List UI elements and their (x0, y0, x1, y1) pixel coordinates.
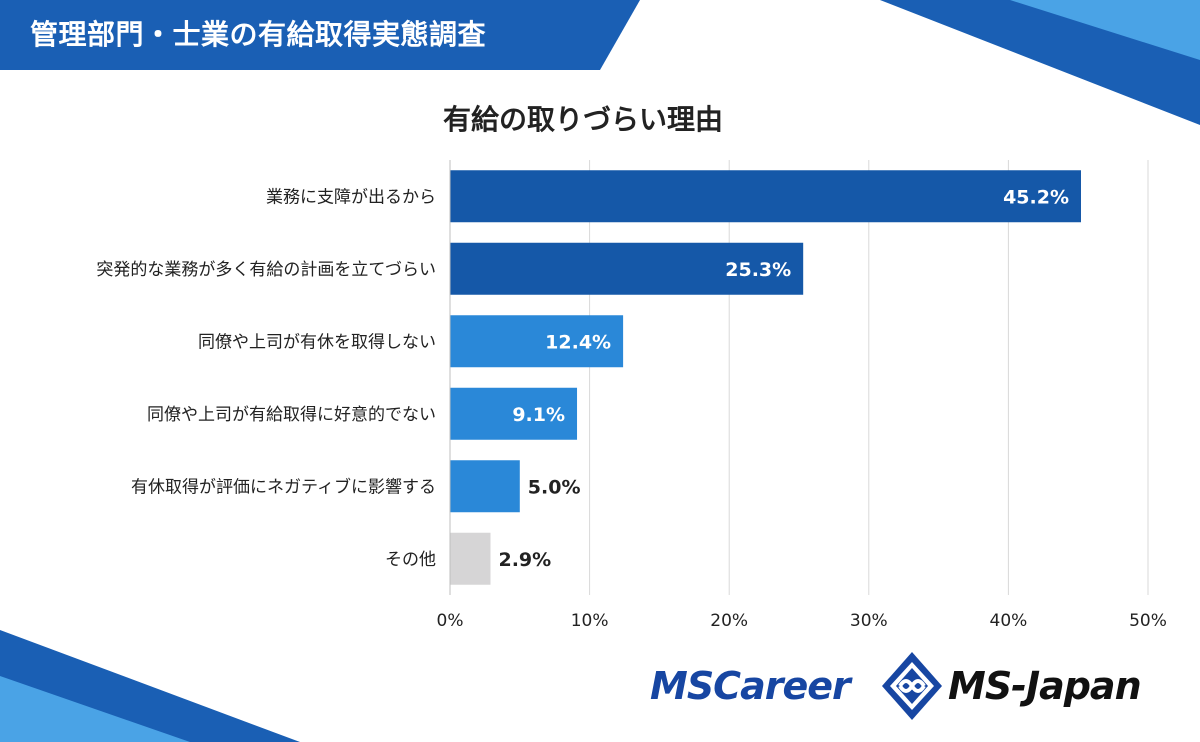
header-banner-shape (0, 0, 640, 70)
data-label: 12.4% (545, 331, 611, 353)
logo-area: MSCareer MS-Japan (648, 648, 1168, 728)
bar (450, 387, 578, 440)
category-label: 有休取得が評価にネガティブに影響する (131, 476, 436, 497)
chart-title: 有給の取りづらい理由 (443, 103, 724, 136)
category-label: その他 (385, 550, 436, 570)
x-tick-label: 50% (1129, 611, 1167, 631)
mscareer-logo: MSCareer (650, 664, 851, 708)
bar (450, 242, 804, 295)
x-tick-label: 0% (437, 611, 464, 631)
category-label: 同僚や上司が有給取得に好意的でない (147, 405, 436, 425)
top-right-stripe-light (1010, 0, 1200, 60)
bar (450, 315, 624, 368)
data-label: 2.9% (498, 549, 551, 571)
category-label: 同僚や上司が有休を取得しない (198, 332, 436, 352)
category-label: 業務に支障が出るから (266, 187, 436, 207)
data-label: 9.1% (512, 404, 565, 426)
data-label: 5.0% (528, 476, 581, 498)
bar (450, 170, 1081, 223)
x-tick-label: 30% (850, 611, 888, 631)
ms-japan-diamond-logo-icon (882, 652, 942, 720)
data-label: 45.2% (1003, 186, 1069, 208)
x-tick-label: 40% (990, 611, 1028, 631)
bottom-left-stripe-light (0, 676, 190, 742)
page-title: 管理部門・士業の有給取得実態調査 (30, 18, 487, 51)
bar (450, 532, 491, 585)
data-label: 25.3% (725, 259, 791, 281)
category-label: 突発的な業務が多く有給の計画を立てづらい (96, 260, 436, 280)
ms-japan-logo: MS-Japan (948, 664, 1142, 708)
x-tick-label: 10% (571, 611, 609, 631)
bar (450, 460, 520, 513)
x-tick-label: 20% (710, 611, 748, 631)
